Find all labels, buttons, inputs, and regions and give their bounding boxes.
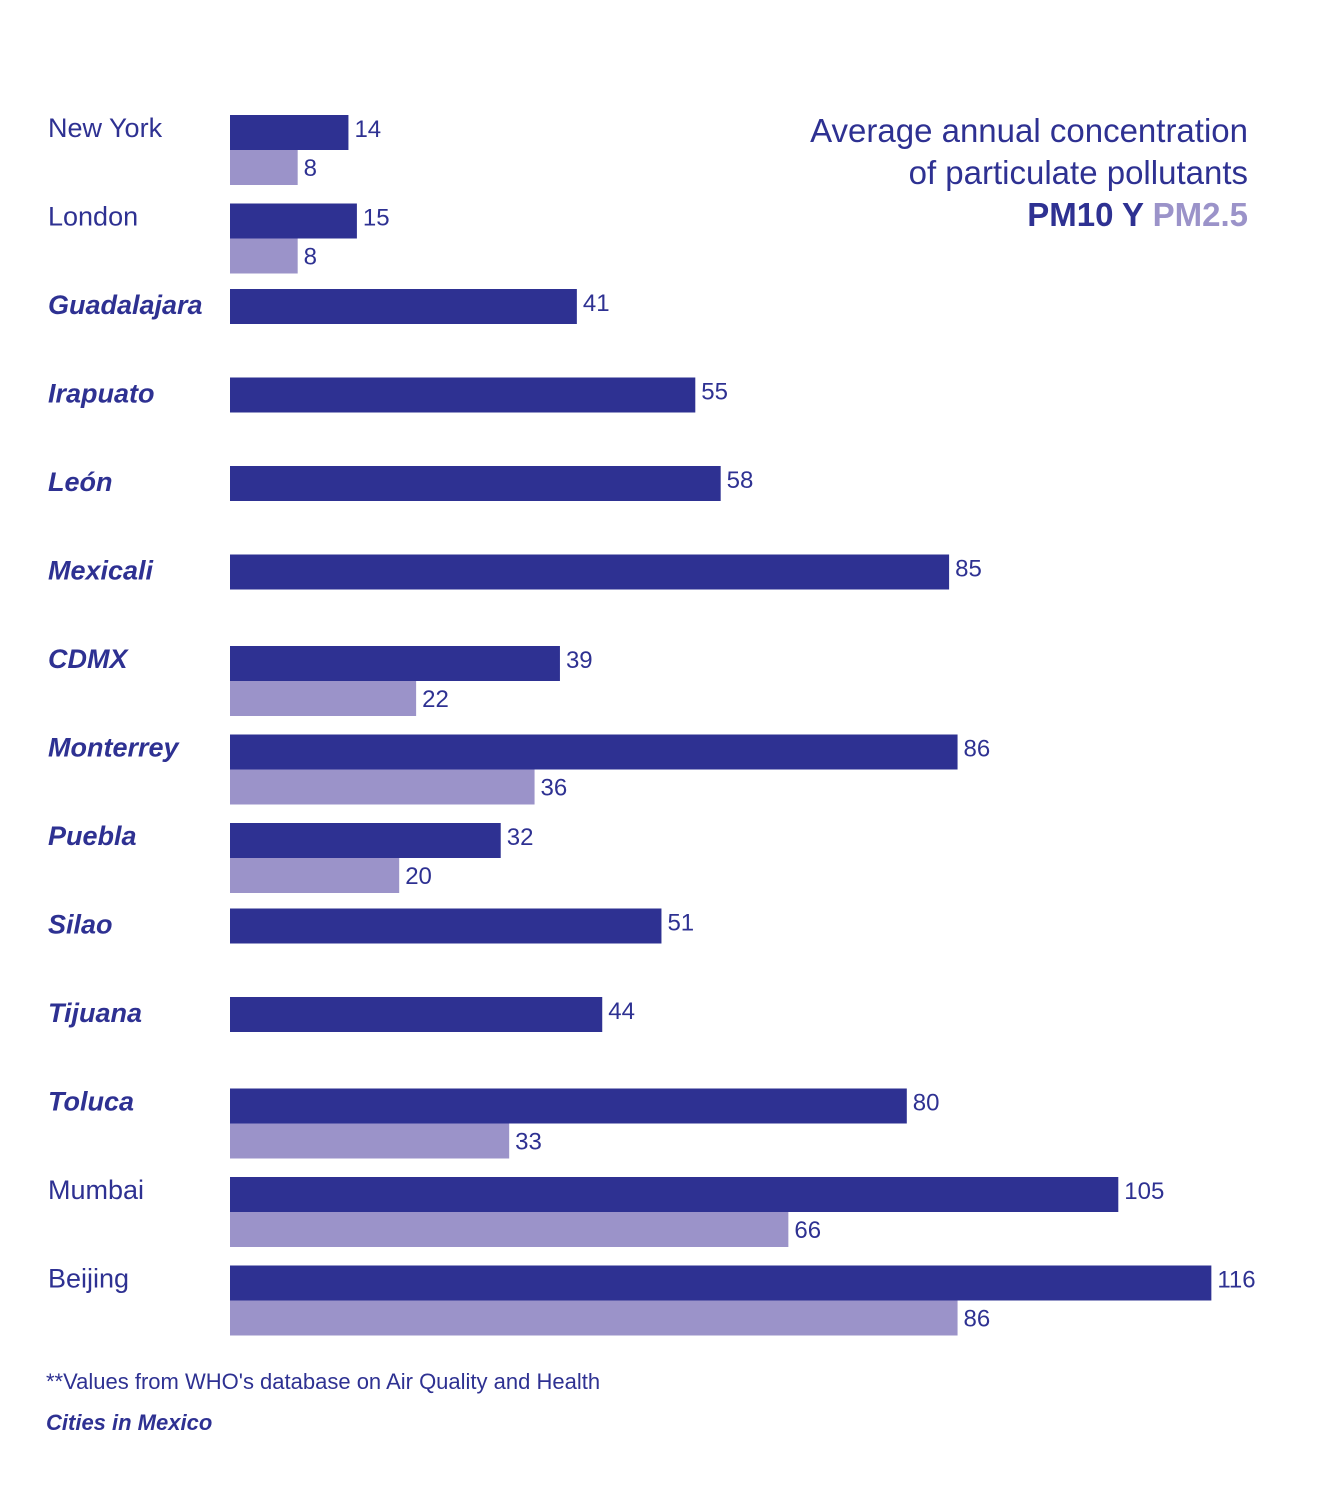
legend: PM10 Y PM2.5 [810,194,1248,236]
category-label-puebla: Puebla [48,821,137,851]
bar-pm10-london [230,203,357,239]
value-label-pm25-toluca: 33 [515,1129,542,1156]
value-label-pm25-mumbai: 66 [794,1217,821,1244]
bar-pm10-silao [230,908,662,944]
category-label-tijuana: Tijuana [48,998,142,1028]
value-label-pm25-new-york: 8 [304,155,317,182]
category-label-mexicali: Mexicali [48,556,154,586]
bar-pm10-toluca [230,1088,907,1124]
value-label-pm10-mumbai: 105 [1124,1178,1164,1205]
bar-pm25-beijing [230,1300,958,1336]
value-label-pm10-puebla: 32 [507,824,534,851]
category-label-leon: León [48,467,113,497]
legend-pm25: PM2.5 [1152,196,1248,233]
category-label-mumbai: Mumbai [48,1175,144,1205]
value-label-pm10-new-york: 14 [354,116,381,143]
value-label-pm10-tijuana: 44 [608,998,635,1025]
value-label-pm10-monterrey: 86 [964,736,991,763]
bar-pm25-monterrey [230,769,535,805]
bar-pm10-guadalajara [230,289,577,324]
value-label-pm10-mexicali: 85 [955,556,982,583]
category-label-monterrey: Monterrey [48,733,181,763]
bar-pm10-cdmx [230,646,560,681]
category-label-beijing: Beijing [48,1264,129,1294]
bar-pm10-mexicali [230,554,950,590]
legend-pm10: PM10 Y [1027,196,1153,233]
category-label-new-york: New York [48,113,163,143]
value-label-pm10-guadalajara: 41 [583,290,610,317]
value-label-pm25-monterrey: 36 [541,775,568,802]
value-label-pm10-irapuato: 55 [701,379,728,406]
category-label-silao: Silao [48,910,113,940]
value-label-pm25-puebla: 20 [405,863,432,890]
category-label-toluca: Toluca [48,1087,134,1117]
category-label-london: London [48,202,138,232]
category-label-irapuato: Irapuato [48,379,155,409]
bar-pm10-puebla [230,823,501,858]
bar-pm25-cdmx [230,681,417,716]
bar-pm10-mumbai [230,1177,1119,1212]
value-label-pm10-london: 15 [363,205,390,232]
value-label-pm10-cdmx: 39 [566,647,593,674]
bar-pm25-new-york [230,150,298,185]
bar-pm25-mumbai [230,1212,789,1247]
value-label-pm25-beijing: 86 [964,1306,991,1333]
bar-pm25-london [230,238,298,274]
title-line-1: Average annual concentration [810,112,1248,149]
bar-pm10-monterrey [230,734,958,770]
value-label-pm25-cdmx: 22 [422,686,449,713]
category-label-guadalajara: Guadalajara [48,290,203,320]
bar-pm25-puebla [230,858,400,893]
value-label-pm10-toluca: 80 [913,1090,940,1117]
chart-title: Average annual concentration of particul… [810,110,1248,236]
value-label-pm10-leon: 58 [727,467,754,494]
source-footnote: **Values from WHO's database on Air Qual… [46,1369,601,1394]
category-label-cdmx: CDMX [48,644,129,674]
value-label-pm10-beijing: 116 [1217,1267,1255,1294]
bar-pm10-new-york [230,115,349,150]
title-line-2: of particulate pollutants [908,154,1248,191]
bar-pm10-irapuato [230,377,696,413]
bar-pm10-beijing [230,1265,1212,1301]
value-label-pm10-silao: 51 [667,910,694,937]
value-label-pm25-london: 8 [304,244,317,271]
mexico-cities-note: Cities in Mexico [46,1410,213,1435]
bar-pm25-toluca [230,1123,510,1159]
bar-pm10-leon [230,466,721,501]
bar-pm10-tijuana [230,997,603,1032]
